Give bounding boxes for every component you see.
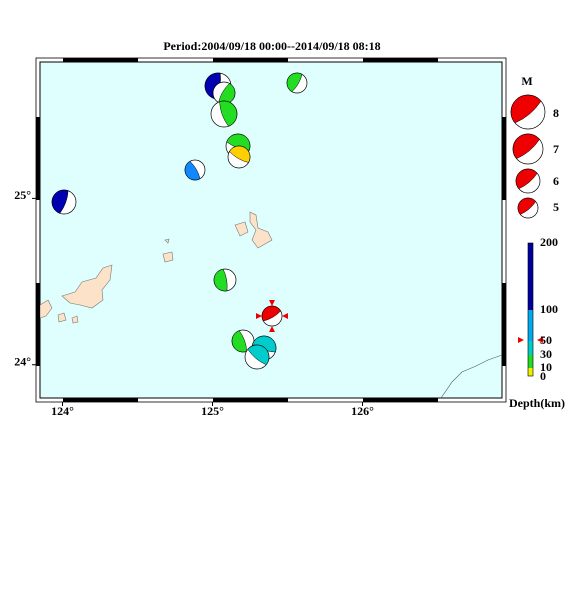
focal-mechanism-quadrant (219, 100, 238, 127)
m-legend-label: 6 (553, 174, 559, 188)
m-legend-label: 8 (553, 106, 559, 120)
depth-label: 200 (540, 235, 558, 249)
frame-outline (35, 57, 507, 403)
focal-mechanism-quadrant (510, 94, 542, 124)
frame-bar (36, 283, 40, 366)
focal-mechanism-quadrant (512, 133, 540, 159)
title: Period:2004/09/18 00:00--2014/09/18 08:1… (163, 39, 380, 53)
frame-bar (213, 58, 288, 62)
frame-bar (63, 58, 138, 62)
focal-mechanism-quadrant (247, 344, 270, 366)
frame-bar (502, 283, 506, 366)
x-tick-label: 125° (201, 404, 224, 418)
depth-legend-title: Depth(km) (509, 396, 565, 410)
focal-mechanisms (51, 72, 546, 370)
focal-mechanism-quadrant (51, 189, 69, 214)
focal-mechanism-quadrant (231, 330, 248, 353)
frame-bar (213, 398, 288, 402)
depth-label: 50 (540, 333, 552, 347)
coast (440, 354, 503, 399)
x-tick-label: 124° (51, 404, 74, 418)
frame-bar (36, 117, 40, 200)
m-legend-label: 7 (553, 142, 559, 156)
focal-mechanism-quadrant (261, 305, 281, 322)
frame-bar (63, 398, 138, 402)
depth-label: 10 (540, 360, 552, 374)
focal-mechanism-quadrant (286, 72, 303, 92)
depth-label: 0 (540, 369, 546, 383)
y-tick-label: 24° (14, 354, 31, 368)
x-tick-label: 126° (351, 404, 374, 418)
land (39, 211, 273, 324)
frame-bar (502, 117, 506, 200)
focal-mechanism-quadrant (213, 268, 228, 292)
depth-scale (518, 242, 543, 377)
depth-label: 30 (540, 347, 552, 361)
frame (32, 57, 507, 406)
y-tick-label: 25° (14, 188, 31, 202)
focal-mechanism-quadrant (229, 145, 251, 163)
frame-bar (363, 398, 438, 402)
frame-bar (363, 58, 438, 62)
m-legend-label: 5 (553, 200, 559, 214)
focal-mechanism-quadrant (517, 197, 536, 215)
focal-mechanism-quadrant (515, 168, 538, 190)
depth-label: 100 (540, 302, 558, 316)
m-legend-title: M (521, 74, 532, 88)
focal-mechanism-quadrant (184, 161, 201, 181)
